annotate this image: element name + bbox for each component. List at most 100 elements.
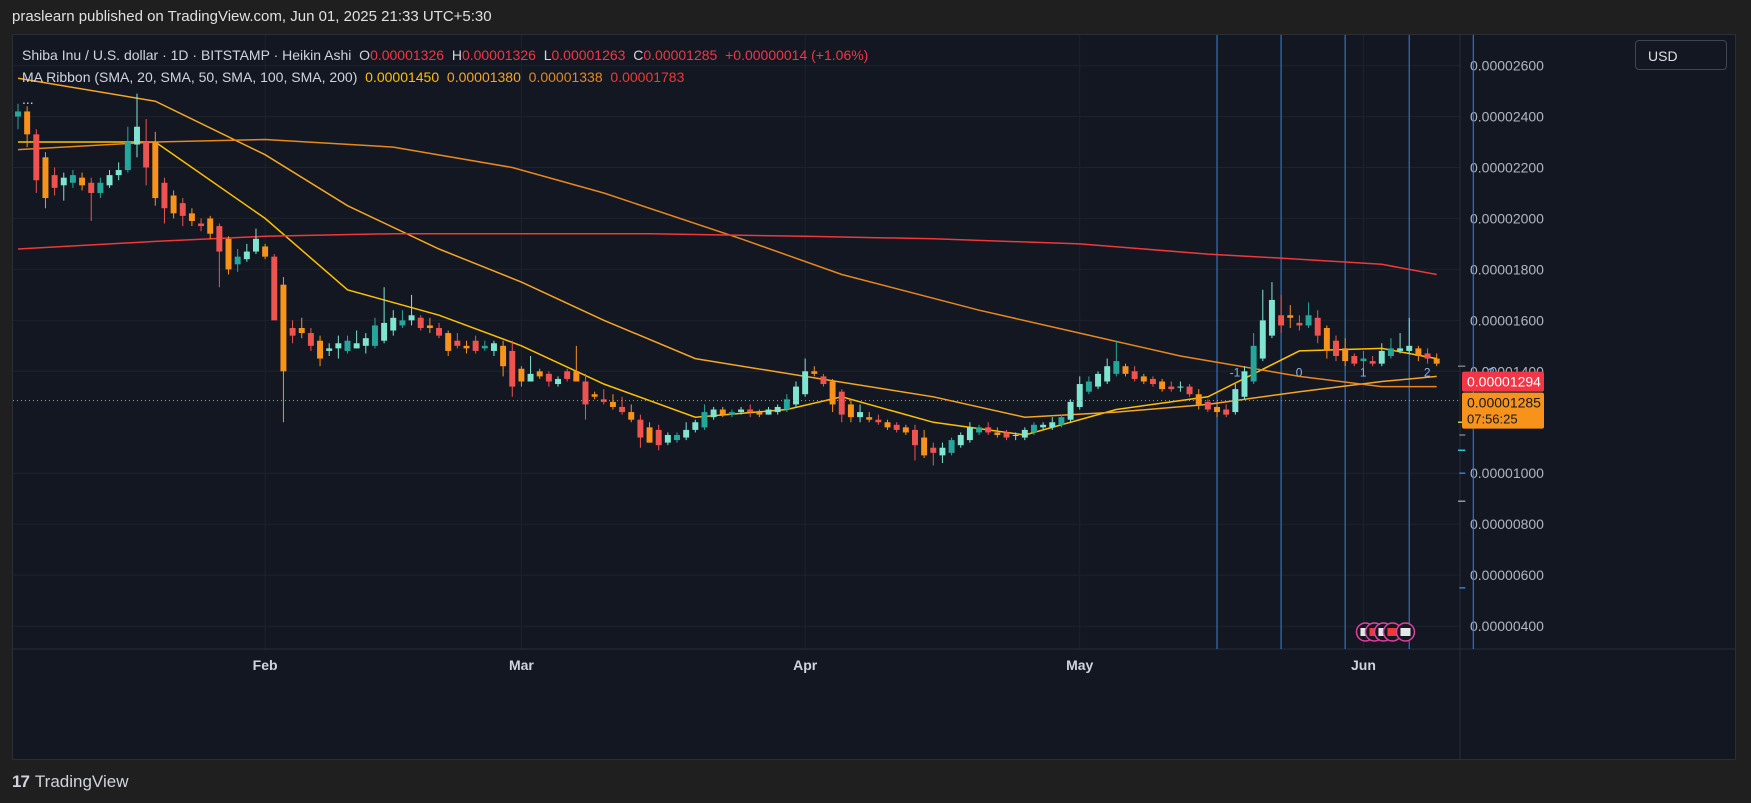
ma-ribbon-legend-row[interactable]: MA Ribbon (SMA, 20, SMA, 50, SMA, 100, S… bbox=[22, 66, 868, 88]
candle-body[interactable] bbox=[674, 434, 680, 441]
candle-body[interactable] bbox=[783, 399, 790, 410]
candle-body[interactable] bbox=[1406, 345, 1413, 351]
candle-body[interactable] bbox=[1342, 348, 1349, 362]
candle-body[interactable] bbox=[1049, 422, 1056, 428]
candle-body[interactable] bbox=[1323, 327, 1330, 351]
candle-body[interactable] bbox=[1378, 350, 1385, 364]
candle-body[interactable] bbox=[921, 437, 928, 456]
candle-body[interactable] bbox=[1076, 384, 1083, 407]
candle-body[interactable] bbox=[1360, 358, 1367, 362]
candle-body[interactable] bbox=[1003, 432, 1010, 438]
candle-body[interactable] bbox=[1424, 353, 1431, 359]
candle-body[interactable] bbox=[1040, 424, 1047, 428]
candle-body[interactable] bbox=[1140, 376, 1147, 382]
candle-body[interactable] bbox=[966, 427, 973, 441]
candle-body[interactable] bbox=[390, 317, 397, 331]
candle-body[interactable] bbox=[1259, 320, 1266, 359]
candle-body[interactable] bbox=[701, 412, 708, 428]
candle-body[interactable] bbox=[1278, 315, 1285, 326]
candle-body[interactable] bbox=[79, 177, 86, 186]
candle-body[interactable] bbox=[97, 182, 104, 193]
candle-body[interactable] bbox=[1287, 315, 1294, 318]
candle-body[interactable] bbox=[307, 333, 314, 346]
candle-body[interactable] bbox=[216, 226, 223, 252]
candle-body[interactable] bbox=[1168, 386, 1175, 390]
candle-body[interactable] bbox=[188, 213, 195, 221]
candle-body[interactable] bbox=[637, 419, 644, 438]
candle-body[interactable] bbox=[600, 399, 607, 402]
candle-body[interactable] bbox=[710, 409, 717, 418]
candle-body[interactable] bbox=[42, 157, 49, 199]
candle-body[interactable] bbox=[60, 177, 67, 186]
candle-body[interactable] bbox=[582, 381, 589, 405]
candle-body[interactable] bbox=[436, 327, 443, 336]
candle-body[interactable] bbox=[463, 345, 470, 349]
candle-body[interactable] bbox=[1214, 406, 1221, 413]
candle-body[interactable] bbox=[399, 320, 406, 326]
candle-body[interactable] bbox=[225, 238, 232, 270]
candle-body[interactable] bbox=[371, 325, 378, 346]
candle-body[interactable] bbox=[1058, 417, 1065, 425]
candle-body[interactable] bbox=[820, 376, 827, 385]
ma-line[interactable] bbox=[17, 232, 1437, 276]
candle-body[interactable] bbox=[1333, 340, 1339, 357]
ma-line[interactable] bbox=[17, 77, 1437, 418]
candle-body[interactable] bbox=[1149, 378, 1156, 385]
candle-body[interactable] bbox=[728, 412, 735, 415]
candle-body[interactable] bbox=[747, 409, 754, 413]
ma-line[interactable] bbox=[18, 141, 1437, 436]
candle-body[interactable] bbox=[1250, 345, 1257, 382]
candle-body[interactable] bbox=[646, 427, 653, 443]
candle-body[interactable] bbox=[15, 111, 21, 117]
candle-body[interactable] bbox=[481, 345, 488, 349]
candle-body[interactable] bbox=[902, 427, 909, 433]
candle-body[interactable] bbox=[143, 142, 150, 168]
candle-body[interactable] bbox=[1241, 371, 1248, 397]
symbol-legend-row[interactable]: Shiba Inu / U.S. dollar · 1D · BITSTAMP … bbox=[22, 44, 868, 66]
candle-body[interactable] bbox=[88, 182, 95, 193]
candle-body[interactable] bbox=[1012, 434, 1019, 436]
candle-body[interactable] bbox=[1415, 348, 1422, 357]
candle-body[interactable] bbox=[692, 422, 699, 430]
candle-body[interactable] bbox=[573, 371, 580, 382]
candle-body[interactable] bbox=[1223, 409, 1230, 415]
price-chart[interactable]: 0.00002600 0.00002400 0.00002200 0.00002000… bbox=[13, 35, 1735, 759]
candle-body[interactable] bbox=[289, 327, 296, 336]
candle-body[interactable] bbox=[774, 406, 781, 413]
candle-body[interactable] bbox=[994, 432, 1001, 435]
candle-body[interactable] bbox=[51, 175, 58, 188]
candle-body[interactable] bbox=[1195, 394, 1202, 405]
candle-body[interactable] bbox=[326, 348, 333, 351]
candle-body[interactable] bbox=[976, 427, 983, 433]
candle-body[interactable] bbox=[1433, 358, 1440, 364]
candle-body[interactable] bbox=[362, 338, 369, 346]
candle-body[interactable] bbox=[564, 371, 571, 379]
candle-body[interactable] bbox=[198, 223, 205, 227]
candle-body[interactable] bbox=[1305, 315, 1312, 326]
candle-body[interactable] bbox=[912, 429, 918, 446]
candle-body[interactable] bbox=[1159, 381, 1166, 390]
candle-body[interactable] bbox=[875, 419, 882, 423]
candle-body[interactable] bbox=[234, 256, 241, 265]
candle-body[interactable] bbox=[628, 412, 635, 420]
candle-body[interactable] bbox=[893, 424, 900, 430]
candle-body[interactable] bbox=[1296, 322, 1303, 326]
candle-body[interactable] bbox=[509, 350, 516, 387]
candle-body[interactable] bbox=[1387, 348, 1394, 357]
ma-line[interactable] bbox=[17, 138, 1437, 388]
candle-body[interactable] bbox=[555, 378, 561, 385]
candle-body[interactable] bbox=[271, 256, 278, 321]
candle-body[interactable] bbox=[609, 401, 616, 407]
candle-body[interactable] bbox=[1351, 356, 1358, 364]
candle-body[interactable] bbox=[69, 175, 76, 183]
candle-body[interactable] bbox=[106, 175, 113, 186]
candle-body[interactable] bbox=[1095, 373, 1102, 387]
candle-body[interactable] bbox=[179, 203, 186, 216]
candle-body[interactable] bbox=[454, 340, 461, 346]
candle-body[interactable] bbox=[381, 322, 388, 341]
candle-body[interactable] bbox=[243, 251, 250, 260]
candle-body[interactable] bbox=[765, 409, 772, 415]
candle-body[interactable] bbox=[317, 340, 324, 359]
candle-body[interactable] bbox=[124, 142, 131, 171]
candle-body[interactable] bbox=[664, 434, 671, 443]
